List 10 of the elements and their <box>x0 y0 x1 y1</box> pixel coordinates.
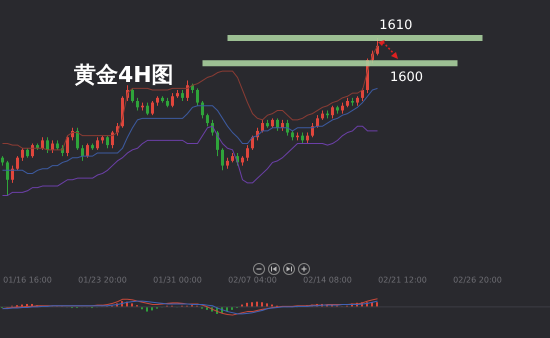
x-tick-label: 02/26 20:00 <box>453 276 502 285</box>
x-tick-label: 02/21 12:00 <box>378 276 427 285</box>
text: 1610 <box>379 18 412 34</box>
x-tick-label: 02/14 08:00 <box>303 276 352 285</box>
x-tick-label: 01/31 00:00 <box>153 276 202 285</box>
annotation: 1600 <box>390 70 424 86</box>
x-tick-label: 01/23 20:00 <box>78 276 127 285</box>
x-tick-label: 01/16 16:00 <box>3 276 52 285</box>
text: 黄金4H图 <box>74 62 174 90</box>
x-tick-label: 02/07 04:00 <box>228 276 277 285</box>
